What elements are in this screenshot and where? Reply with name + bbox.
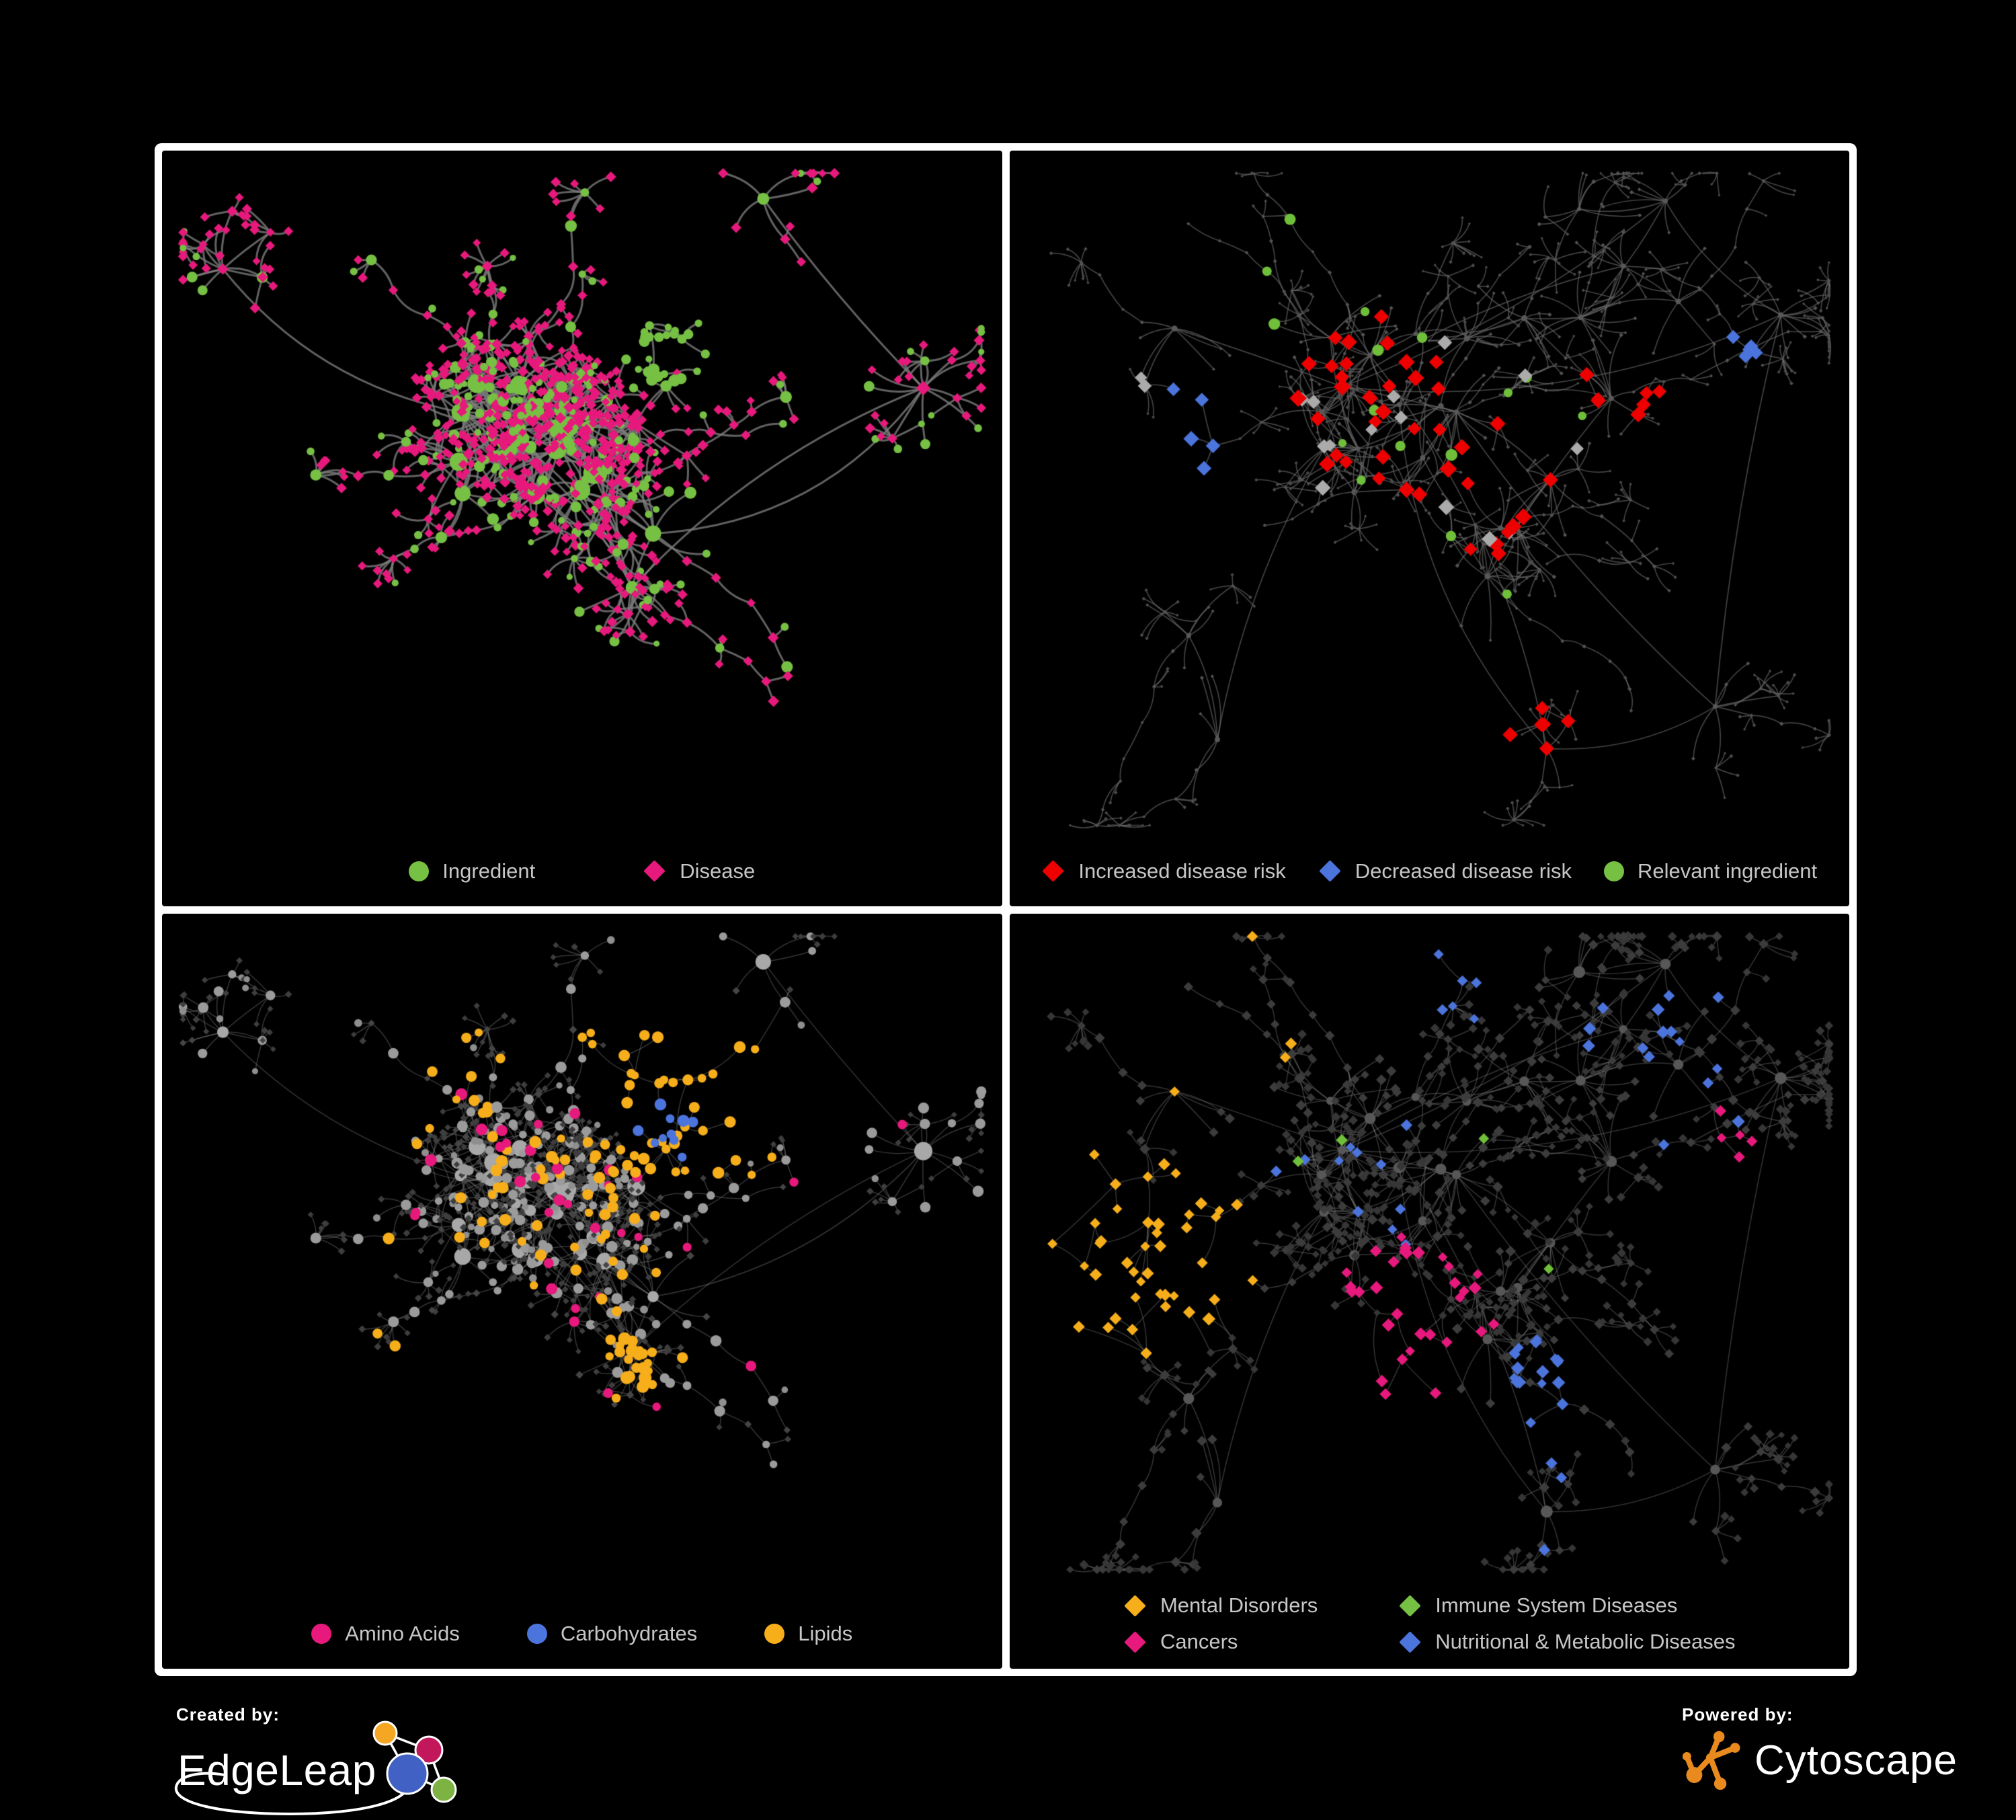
legend-label: Immune System Diseases xyxy=(1435,1593,1678,1617)
legend-item: Amino Acids xyxy=(311,1622,460,1646)
network-ingredient-disease xyxy=(162,151,1002,906)
panel-disease-classes: Mental Disorders Immune System Diseases Ca… xyxy=(1009,913,1850,1669)
legend-item: Increased disease risk xyxy=(1041,859,1286,883)
legend-label: Decreased disease risk xyxy=(1355,859,1572,883)
network-disease-classes xyxy=(1009,913,1849,1669)
legend-label: Mental Disorders xyxy=(1160,1593,1318,1617)
created-by-block: Created by: EdgeLeap xyxy=(174,1704,687,1816)
panel-disease-risk: Increased disease risk Decreased disease … xyxy=(1009,151,1850,906)
edgeleap-network-icon xyxy=(174,1720,457,1816)
legend-label: Relevant ingredient xyxy=(1638,859,1818,883)
powered-by-label: Powered by: xyxy=(1682,1704,1793,1725)
circle-marker-icon xyxy=(1604,861,1624,881)
legend-item: Nutritional & Metabolic Diseases xyxy=(1398,1630,1736,1654)
created-by-label: Created by: xyxy=(176,1704,280,1725)
legend-disease-risk: Increased disease risk Decreased disease … xyxy=(1010,859,1850,883)
legend-item: Immune System Diseases xyxy=(1398,1593,1735,1618)
diamond-marker-icon xyxy=(1319,860,1341,882)
legend-item: Mental Disorders xyxy=(1123,1593,1318,1618)
legend-item: Relevant ingredient xyxy=(1604,859,1817,883)
panel-ingredient-disease: Ingredient Disease xyxy=(162,151,1002,906)
legend-label: Amino Acids xyxy=(345,1622,460,1645)
panel-nutrient-classes: Amino Acids Carbohydrates Lipids xyxy=(162,913,1002,1669)
legend-disease-classes: Mental Disorders Immune System Diseases Ca… xyxy=(1010,1593,1850,1654)
legend-item: Ingredient xyxy=(409,859,535,883)
diamond-marker-icon xyxy=(1124,1630,1146,1653)
legend-label: Lipids xyxy=(798,1622,853,1645)
legend-nutrient-classes: Amino Acids Carbohydrates Lipids xyxy=(162,1622,1002,1646)
network-disease-risk xyxy=(1009,151,1849,906)
legend-label: Cancers xyxy=(1160,1630,1238,1653)
diamond-marker-icon xyxy=(643,860,666,882)
cytoscape-wordmark: Cytoscape xyxy=(1755,1737,1958,1784)
panel-grid: Ingredient Disease Increased disease risk… xyxy=(155,143,1857,1676)
network-nutrient-classes xyxy=(162,913,1002,1669)
legend-label: Nutritional & Metabolic Diseases xyxy=(1435,1630,1736,1653)
diamond-marker-icon xyxy=(1399,1630,1422,1653)
powered-by-block: Powered by: Cytoscape xyxy=(1682,1704,2005,1798)
legend-item: Disease xyxy=(643,859,755,883)
edgeleap-logo: EdgeLeap xyxy=(174,1720,687,1816)
edgeleap-wordmark: EdgeLeap xyxy=(177,1746,376,1794)
legend-item: Cancers xyxy=(1123,1630,1318,1654)
diamond-marker-icon xyxy=(1399,1594,1422,1617)
legend-ingredient-disease: Ingredient Disease xyxy=(162,859,1002,883)
circle-marker-icon xyxy=(526,1624,547,1644)
legend-item: Lipids xyxy=(764,1622,852,1646)
legend-item: Carbohydrates xyxy=(526,1622,698,1646)
diamond-marker-icon xyxy=(1042,860,1065,882)
circle-marker-icon xyxy=(409,861,430,881)
legend-label: Disease xyxy=(680,859,756,883)
legend-label: Ingredient xyxy=(442,859,536,883)
legend-label: Increased disease risk xyxy=(1078,859,1286,883)
legend-label: Carbohydrates xyxy=(560,1622,698,1645)
legend-item: Decreased disease risk xyxy=(1318,859,1572,883)
circle-marker-icon xyxy=(764,1624,785,1644)
circle-marker-icon xyxy=(311,1624,332,1644)
cytoscape-icon xyxy=(1682,1731,1740,1790)
cytoscape-logo: Cytoscape xyxy=(1682,1729,2005,1791)
diamond-marker-icon xyxy=(1124,1594,1146,1617)
